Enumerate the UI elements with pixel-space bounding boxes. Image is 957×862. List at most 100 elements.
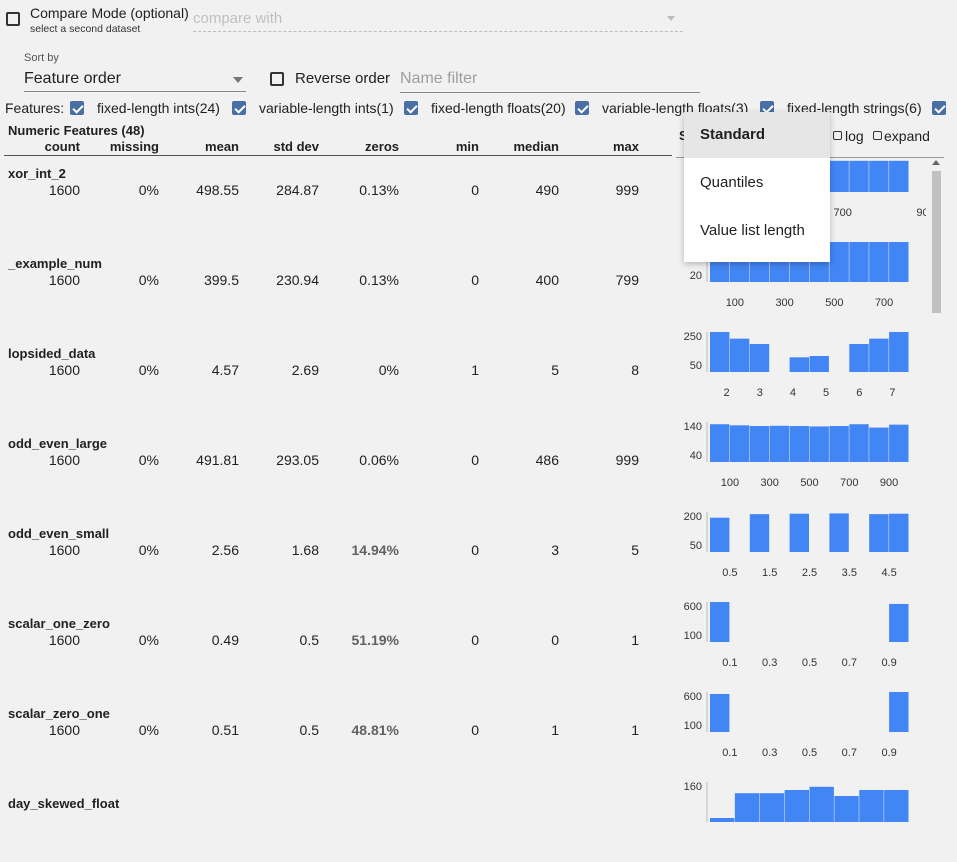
y-tick-label: 600 — [684, 601, 702, 613]
x-tick-label: 4 — [790, 387, 796, 399]
menu-item-standard[interactable]: Standard — [684, 112, 830, 158]
histogram-bar — [849, 424, 869, 462]
compare-with-dropdown[interactable]: compare with — [193, 8, 683, 32]
cell-std-dev: 293.05 — [276, 452, 319, 468]
cell-missing: 0% — [138, 722, 159, 738]
histogram-bar — [859, 790, 884, 822]
compare-with-placeholder: compare with — [193, 10, 283, 27]
histogram-bar — [710, 693, 730, 732]
histogram-bar — [869, 160, 889, 192]
x-tick-label: 3 — [757, 387, 763, 399]
feature-group-checkbox[interactable] — [932, 101, 946, 115]
compare-mode-checkbox[interactable] — [6, 12, 20, 26]
feature-name: scalar_zero_one — [8, 706, 110, 721]
cell-count: 1600 — [48, 362, 80, 378]
menu-item-value-list-length[interactable]: Value list length — [700, 222, 805, 239]
histogram-bar — [789, 513, 809, 552]
expand-checkbox[interactable] — [873, 131, 882, 140]
feature-name: day_skewed_float — [8, 796, 120, 811]
column-header: std dev — [273, 139, 319, 154]
x-tick-label: 0.5 — [722, 567, 737, 579]
feature-name: odd_even_large — [8, 436, 107, 451]
y-tick-label: 140 — [684, 421, 702, 433]
feature-group-checkbox[interactable] — [404, 101, 418, 115]
x-tick-label: 1.5 — [762, 567, 777, 579]
histogram-chart: 160 — [684, 781, 909, 822]
feature-name: _example_num — [8, 256, 102, 271]
feature-group-checkbox[interactable] — [232, 101, 246, 115]
histogram-bar — [889, 160, 909, 192]
x-tick-label: 0.7 — [842, 747, 857, 759]
histogram-bar — [829, 513, 849, 552]
cell-zeros: 51.19% — [351, 632, 399, 648]
expand-label: expand — [884, 128, 930, 144]
feature-name: scalar_one_zero — [8, 616, 110, 631]
chart-header: S — [679, 128, 688, 143]
cell-median: 490 — [535, 182, 559, 198]
cell-max: 1 — [631, 722, 639, 738]
cell-max: 999 — [615, 452, 639, 468]
cell-min: 0 — [471, 272, 479, 288]
histogram-bar — [729, 425, 750, 462]
y-tick-label: 160 — [684, 781, 702, 793]
x-tick-label: 2.5 — [802, 567, 817, 579]
column-header: count — [44, 139, 80, 154]
column-header: missing — [109, 139, 159, 154]
y-tick-label: 600 — [684, 691, 702, 703]
histogram-bar — [849, 344, 869, 372]
x-tick-label: 0.7 — [842, 657, 857, 669]
feature-name: xor_int_2 — [8, 166, 66, 181]
x-tick-label: 900 — [880, 477, 898, 489]
cell-mean: 2.56 — [211, 542, 239, 558]
cell-median: 3 — [551, 542, 559, 558]
cell-std-dev: 1.68 — [291, 542, 319, 558]
histogram-bar — [769, 425, 790, 462]
feature-group-checkbox[interactable] — [70, 101, 84, 115]
scroll-up-icon[interactable] — [932, 160, 940, 165]
header-divider — [4, 155, 672, 156]
menu-item-quantiles[interactable]: Quantiles — [700, 174, 764, 191]
feature-group-checkbox[interactable] — [575, 101, 589, 115]
histogram-chart: 200 50 0.5 1.5 2.5 3.5 4.5 — [684, 511, 909, 579]
x-tick-label: 0.1 — [722, 657, 737, 669]
x-tick-label: 0.9 — [881, 657, 896, 669]
column-header: zeros — [365, 139, 399, 154]
log-checkbox[interactable] — [833, 131, 842, 140]
x-tick-label: 0.1 — [722, 747, 737, 759]
x-tick-label: 100 — [726, 297, 744, 309]
cell-zeros: 14.94% — [351, 542, 399, 558]
cell-zeros: 48.81% — [351, 722, 399, 738]
histogram-bar — [889, 603, 909, 642]
cell-min: 0 — [471, 182, 479, 198]
cell-median: 400 — [535, 272, 559, 288]
histogram-bar — [889, 242, 909, 282]
cell-mean: 399.5 — [203, 272, 239, 288]
cell-median: 486 — [535, 452, 559, 468]
scrollbar-track[interactable] — [930, 158, 942, 814]
x-tick-label: 500 — [800, 477, 818, 489]
x-tick-label: 2 — [724, 387, 730, 399]
cell-median: 5 — [551, 362, 559, 378]
name-filter-placeholder: Name filter — [400, 70, 478, 87]
column-header: mean — [205, 139, 239, 154]
cell-std-dev: 230.94 — [276, 272, 319, 288]
cell-count: 1600 — [48, 272, 80, 288]
histogram-bar — [784, 790, 809, 822]
sort-by-dropdown[interactable]: Feature order — [24, 67, 246, 92]
name-filter-input[interactable]: Name filter — [400, 68, 700, 93]
x-tick-label: 300 — [761, 477, 779, 489]
histogram-bar — [710, 424, 730, 462]
y-tick-label: 20 — [690, 270, 702, 282]
cell-min: 0 — [471, 542, 479, 558]
histogram-bar — [829, 242, 849, 282]
chevron-down-icon — [667, 16, 675, 21]
histogram-bar — [809, 426, 829, 462]
chart-type-menu: Standard Quantiles Value list length — [684, 112, 830, 262]
scrollbar-thumb[interactable] — [932, 171, 941, 313]
histogram-bar — [869, 427, 889, 462]
reverse-order-checkbox[interactable] — [270, 72, 284, 86]
cell-max: 1 — [631, 632, 639, 648]
x-tick-label: 4.5 — [881, 567, 896, 579]
histogram-bar — [749, 344, 770, 372]
cell-zeros: 0.13% — [359, 272, 399, 288]
